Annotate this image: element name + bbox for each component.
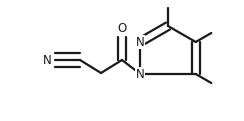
Text: O: O (117, 23, 127, 35)
Text: N: N (136, 68, 145, 80)
Text: N: N (43, 53, 51, 67)
Text: N: N (136, 35, 145, 49)
